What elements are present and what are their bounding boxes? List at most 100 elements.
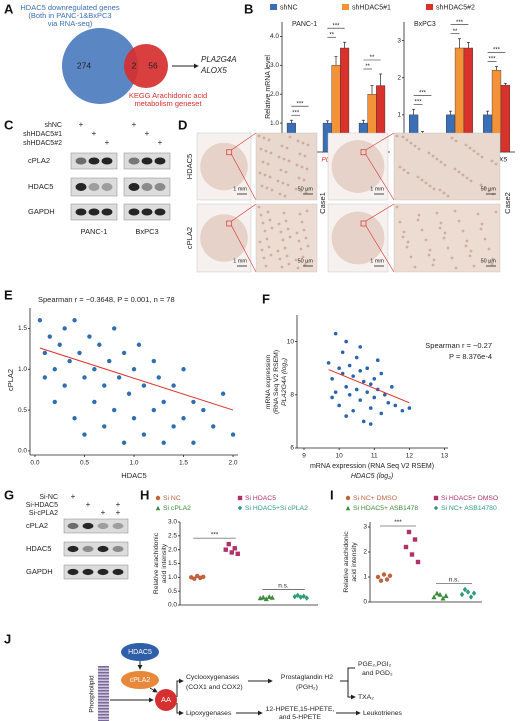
label: Lipoxygenases	[186, 710, 232, 717]
cell	[280, 144, 284, 148]
fit-line	[39, 347, 234, 411]
y-tick-label: 1.0	[270, 120, 279, 127]
label: Prostaglandin H2	[281, 674, 333, 681]
point	[82, 432, 87, 437]
zoom-line	[365, 203, 395, 222]
panel-letter: I	[330, 487, 334, 502]
cell	[282, 211, 286, 215]
panel-letter: H	[140, 487, 149, 502]
blot-band	[101, 157, 113, 165]
cell	[405, 245, 409, 249]
point	[437, 591, 443, 597]
zoom-box	[360, 149, 367, 156]
zoom-box	[360, 220, 367, 227]
cell	[431, 154, 435, 158]
point	[72, 318, 77, 323]
venn-left	[62, 28, 138, 104]
cell	[266, 210, 270, 214]
cell	[469, 179, 473, 183]
point	[121, 440, 127, 445]
zoom-line	[231, 132, 257, 150]
condition-label: Si-HDAC5	[26, 502, 58, 509]
point	[156, 375, 161, 380]
cell	[409, 255, 413, 259]
cell-line-label: BxPC3	[135, 227, 158, 236]
point	[111, 407, 117, 413]
point	[87, 334, 92, 339]
point	[344, 414, 348, 418]
point	[42, 375, 48, 380]
y-tick-label: 1.5	[168, 560, 177, 567]
cell	[432, 258, 436, 262]
cell	[298, 152, 302, 156]
y-tick-label: 2.0	[168, 546, 177, 553]
point	[102, 424, 107, 429]
point	[465, 589, 471, 595]
y-tick-label: 3	[397, 37, 401, 44]
point	[52, 367, 57, 372]
blot-band	[154, 183, 166, 191]
point	[365, 390, 370, 394]
point	[151, 407, 157, 413]
y-tick-label: 10	[287, 338, 295, 345]
cell	[287, 262, 291, 266]
cell	[417, 213, 421, 217]
point	[333, 331, 338, 336]
cell	[443, 231, 447, 235]
point	[181, 416, 186, 421]
y-tick-label: 1	[397, 112, 401, 119]
point	[57, 342, 62, 347]
panel-letter: G	[4, 487, 14, 502]
protein-label: GAPDH	[28, 207, 55, 216]
cell	[267, 138, 271, 142]
point	[226, 541, 231, 547]
point	[211, 424, 216, 429]
cell	[276, 249, 280, 253]
point	[358, 398, 363, 402]
cell	[261, 160, 265, 164]
y-axis-label: PLA2G4A (log₂)	[281, 358, 288, 406]
cell	[406, 171, 410, 175]
blot-band	[82, 522, 94, 530]
significance: ***	[493, 48, 501, 54]
x-tick-label: 1.5	[179, 460, 188, 467]
point	[52, 399, 57, 405]
venn-right	[124, 44, 168, 88]
label: (COX1 and COX2)	[186, 684, 243, 691]
y-axis-label: cPLA2	[6, 369, 15, 391]
point	[382, 393, 387, 397]
point	[390, 385, 394, 389]
y-tick-label: 4.0	[270, 33, 279, 40]
cell	[263, 229, 267, 233]
zoom-line	[365, 154, 395, 201]
point	[304, 595, 309, 601]
point	[42, 350, 48, 356]
cell	[285, 146, 289, 150]
cell	[465, 176, 469, 180]
legend-label: shNC	[280, 4, 298, 11]
blot-background	[63, 564, 129, 580]
point	[201, 407, 206, 413]
cell	[283, 194, 287, 198]
point	[337, 366, 341, 371]
point	[368, 406, 373, 410]
cell	[420, 178, 424, 182]
cell	[420, 228, 424, 232]
sign: +	[79, 120, 84, 129]
blot-band	[128, 208, 140, 216]
y-tick-label: 3.0	[168, 519, 177, 526]
point	[354, 387, 359, 392]
cell	[264, 264, 268, 268]
cell	[402, 230, 406, 234]
y-tick-label: 0.5	[18, 407, 27, 414]
point	[468, 594, 474, 600]
point	[102, 383, 107, 388]
point	[230, 432, 236, 437]
scale-bar-label: 50 µm	[298, 186, 314, 192]
cell	[468, 254, 472, 258]
label: and 5-HPETE	[279, 714, 321, 721]
significance: n.s.	[449, 577, 460, 584]
cell	[269, 253, 273, 257]
point	[77, 350, 82, 356]
significance: n.s.	[278, 583, 289, 590]
